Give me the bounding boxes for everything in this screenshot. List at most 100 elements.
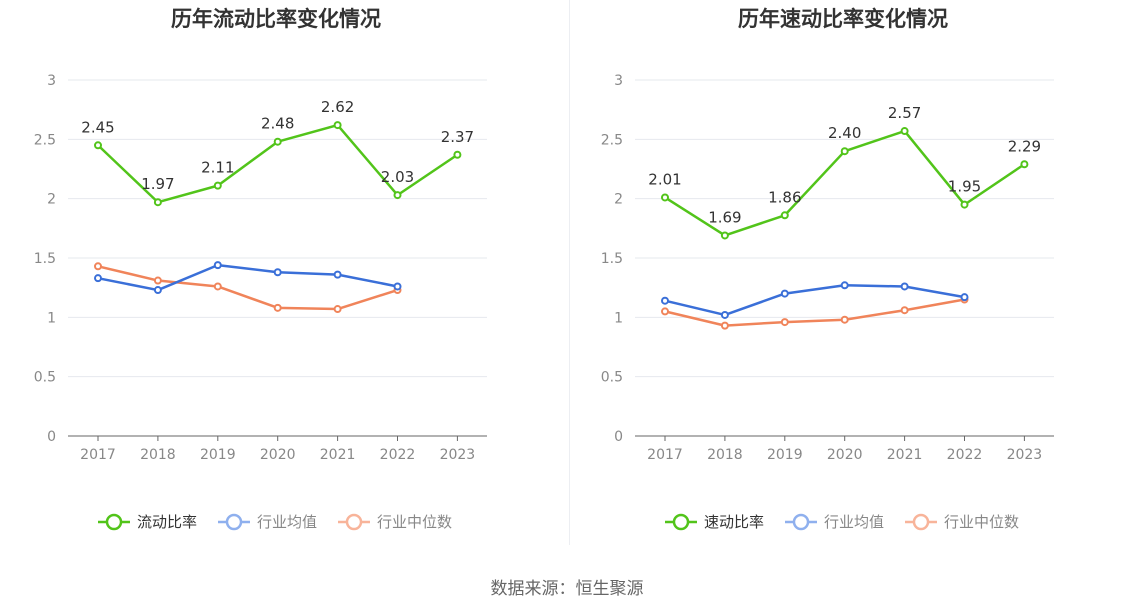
y-tick-label: 1 bbox=[614, 310, 623, 326]
data-source-text: 数据来源：恒生聚源 bbox=[490, 579, 644, 599]
data-point bbox=[840, 281, 849, 290]
series-line bbox=[664, 298, 965, 327]
y-tick-label: 0.5 bbox=[34, 370, 56, 386]
data-label: 2.11 bbox=[201, 159, 234, 177]
x-tick-label: 2017 bbox=[80, 447, 116, 463]
data-point bbox=[1020, 160, 1029, 169]
legend-marker bbox=[105, 513, 123, 531]
y-tick-label: 2.5 bbox=[34, 132, 56, 148]
data-point bbox=[900, 282, 909, 291]
y-tick-label: 1 bbox=[47, 310, 56, 326]
legend-label: 行业中位数 bbox=[377, 513, 452, 531]
data-point bbox=[153, 286, 162, 295]
y-tick-label: 0.5 bbox=[601, 370, 623, 386]
data-label: 1.97 bbox=[141, 175, 174, 193]
legend-marker bbox=[912, 513, 930, 531]
series-line bbox=[97, 263, 398, 292]
x-tick-label: 2018 bbox=[140, 447, 176, 463]
data-point bbox=[333, 121, 342, 130]
data-label: 2.45 bbox=[81, 118, 114, 136]
data-point bbox=[780, 318, 789, 327]
data-label: 2.57 bbox=[888, 104, 921, 122]
legend-marker bbox=[792, 513, 810, 531]
x-tick-label: 2020 bbox=[827, 447, 863, 463]
legend-item[interactable]: 行业中位数 bbox=[338, 513, 452, 531]
data-point bbox=[780, 289, 789, 298]
x-tick-label: 2020 bbox=[260, 447, 296, 463]
data-label: 1.86 bbox=[768, 188, 801, 206]
legend-label: 行业中位数 bbox=[944, 513, 1019, 531]
y-tick-label: 3 bbox=[614, 73, 623, 89]
data-point bbox=[94, 274, 102, 283]
chart-title: 历年速动比率变化情况 bbox=[738, 7, 948, 31]
series-line bbox=[664, 284, 965, 317]
data-label: 2.62 bbox=[321, 98, 354, 116]
data-point bbox=[94, 141, 102, 150]
x-tick-label: 2018 bbox=[707, 447, 743, 463]
data-point bbox=[453, 150, 462, 159]
data-point bbox=[720, 310, 729, 319]
y-tick-label: 1.5 bbox=[34, 251, 56, 267]
data-point bbox=[273, 268, 282, 277]
data-point bbox=[94, 262, 102, 271]
legend-item[interactable]: 速动比率 bbox=[665, 513, 764, 531]
legend-item[interactable]: 流动比率 bbox=[98, 513, 197, 531]
data-point bbox=[960, 200, 969, 209]
data-point bbox=[960, 293, 969, 302]
data-point bbox=[840, 147, 849, 156]
legend-item[interactable]: 行业均值 bbox=[785, 513, 884, 531]
data-label: 2.37 bbox=[441, 128, 474, 146]
y-tick-label: 2.5 bbox=[601, 132, 623, 148]
y-tick-label: 2 bbox=[614, 192, 623, 208]
data-point bbox=[900, 127, 909, 136]
data-label: 1.69 bbox=[708, 208, 741, 226]
legend-label: 速动比率 bbox=[704, 513, 764, 531]
chart-title: 历年流动比率变化情况 bbox=[171, 7, 381, 31]
data-label: 2.48 bbox=[261, 115, 294, 133]
data-point bbox=[153, 198, 162, 207]
legend-marker bbox=[225, 513, 243, 531]
current-ratio-chart: 历年流动比率变化情况 0 0.5 1 1.5 2 2.5 3 2017 2018 2019 2020 2… bbox=[0, 0, 567, 545]
data-point bbox=[393, 282, 402, 291]
data-label: 1.95 bbox=[948, 178, 981, 196]
data-label: 2.01 bbox=[648, 170, 681, 188]
data-point bbox=[153, 276, 162, 285]
data-point bbox=[213, 181, 222, 190]
legend-marker bbox=[672, 513, 690, 531]
x-tick-label: 2017 bbox=[647, 447, 683, 463]
data-point bbox=[273, 137, 282, 146]
data-point bbox=[273, 303, 282, 312]
data-label: 2.40 bbox=[828, 124, 861, 142]
x-tick-label: 2023 bbox=[440, 447, 476, 463]
data-point bbox=[213, 282, 222, 291]
x-tick-label: 2021 bbox=[887, 447, 923, 463]
quick-ratio-chart: 历年速动比率变化情况 0 0.5 1 1.5 2 2.5 3 2017 2018 2019 2020 2… bbox=[567, 0, 1134, 545]
series-line bbox=[97, 265, 398, 311]
y-tick-label: 2 bbox=[47, 192, 56, 208]
y-tick-label: 1.5 bbox=[601, 251, 623, 267]
data-point bbox=[840, 315, 849, 324]
y-tick-label: 0 bbox=[47, 429, 56, 445]
data-point bbox=[720, 321, 729, 330]
legend-item[interactable]: 行业均值 bbox=[218, 513, 317, 531]
data-point bbox=[661, 296, 669, 305]
data-point bbox=[213, 261, 222, 270]
data-point bbox=[661, 193, 669, 202]
data-point bbox=[393, 191, 402, 200]
legend-item[interactable]: 行业中位数 bbox=[905, 513, 1019, 531]
data-point bbox=[780, 211, 789, 220]
x-tick-label: 2019 bbox=[200, 447, 236, 463]
x-tick-label: 2022 bbox=[380, 447, 416, 463]
current-ratio-chart-svg: 历年流动比率变化情况 0 0.5 1 1.5 2 2.5 3 2017 2018 2019 2020 2… bbox=[34, 7, 487, 531]
x-tick-label: 2023 bbox=[1007, 447, 1043, 463]
y-tick-label: 0 bbox=[614, 429, 623, 445]
legend-label: 流动比率 bbox=[137, 513, 197, 531]
quick-ratio-chart-svg: 历年速动比率变化情况 0 0.5 1 1.5 2 2.5 3 2017 2018 2019 2020 2… bbox=[601, 7, 1054, 531]
legend-label: 行业均值 bbox=[257, 513, 317, 531]
chart-divider bbox=[569, 0, 570, 545]
legend-label: 行业均值 bbox=[824, 513, 884, 531]
data-label: 2.03 bbox=[381, 168, 414, 186]
x-tick-label: 2021 bbox=[320, 447, 356, 463]
data-point bbox=[900, 306, 909, 315]
data-label: 2.29 bbox=[1008, 137, 1041, 155]
